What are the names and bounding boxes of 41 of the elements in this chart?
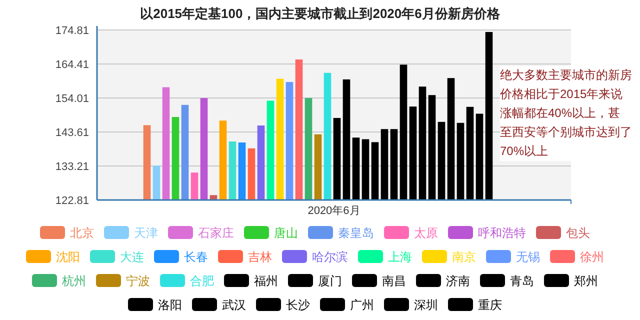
legend-label: 重庆: [478, 298, 502, 312]
legend-label: 上海: [388, 250, 412, 264]
legend-label: 天津: [134, 226, 158, 240]
y-tick-label: 174.81: [55, 25, 89, 37]
legend-label: 呼和浩特: [478, 226, 526, 240]
legend-label: 吉林: [248, 250, 272, 264]
annotation: 绝大多数主要城市的新房价格相比于2015年来说涨幅都在40%以上，甚至西安等个别城市达到了70%以上: [500, 66, 632, 161]
legend-label: 北京: [70, 226, 94, 240]
legend-label: 唐山: [274, 226, 298, 240]
legend-label: 福州: [254, 274, 278, 288]
x-tick-label: 2020年6月: [308, 205, 360, 217]
legend-label: 南京: [452, 250, 476, 264]
legend-label: 徐州: [580, 250, 604, 264]
legend-label: 济南: [446, 274, 470, 288]
legend-label: 广州: [350, 298, 374, 312]
chart-title: 以2015年定基100，国内主要城市截止到2020年6月份新房价格: [140, 6, 501, 21]
legend-label: 长沙: [286, 298, 310, 312]
legend-label: 合肥: [190, 274, 214, 288]
legend-label: 宁波: [126, 274, 150, 288]
legend-label: 大连: [120, 250, 144, 264]
legend-label: 深圳: [414, 298, 438, 312]
legend-label: 沈阳: [56, 250, 80, 264]
y-tick-label: 154.01: [55, 93, 89, 105]
legend-label: 南昌: [382, 274, 406, 288]
legend-label: 长春: [184, 250, 208, 264]
legend-label: 包头: [566, 226, 590, 240]
legend-label: 石家庄: [198, 226, 234, 240]
legend-label: 青岛: [510, 274, 534, 288]
legend-label: 太原: [414, 226, 438, 240]
legend-label: 哈尔滨: [312, 250, 348, 264]
legend-label: 武汉: [222, 298, 246, 312]
y-tick-label: 122.81: [55, 195, 89, 207]
legend-label: 无锡: [516, 250, 540, 264]
legend-label: 厦门: [318, 274, 342, 288]
legend-label: 杭州: [61, 274, 86, 288]
legend-label: 秦皇岛: [338, 226, 374, 240]
legend-label: 洛阳: [158, 298, 182, 312]
y-tick-label: 143.61: [55, 127, 89, 139]
y-tick-label: 133.21: [55, 161, 89, 173]
legend-label: 郑州: [574, 274, 598, 288]
y-tick-label: 164.41: [55, 59, 89, 71]
